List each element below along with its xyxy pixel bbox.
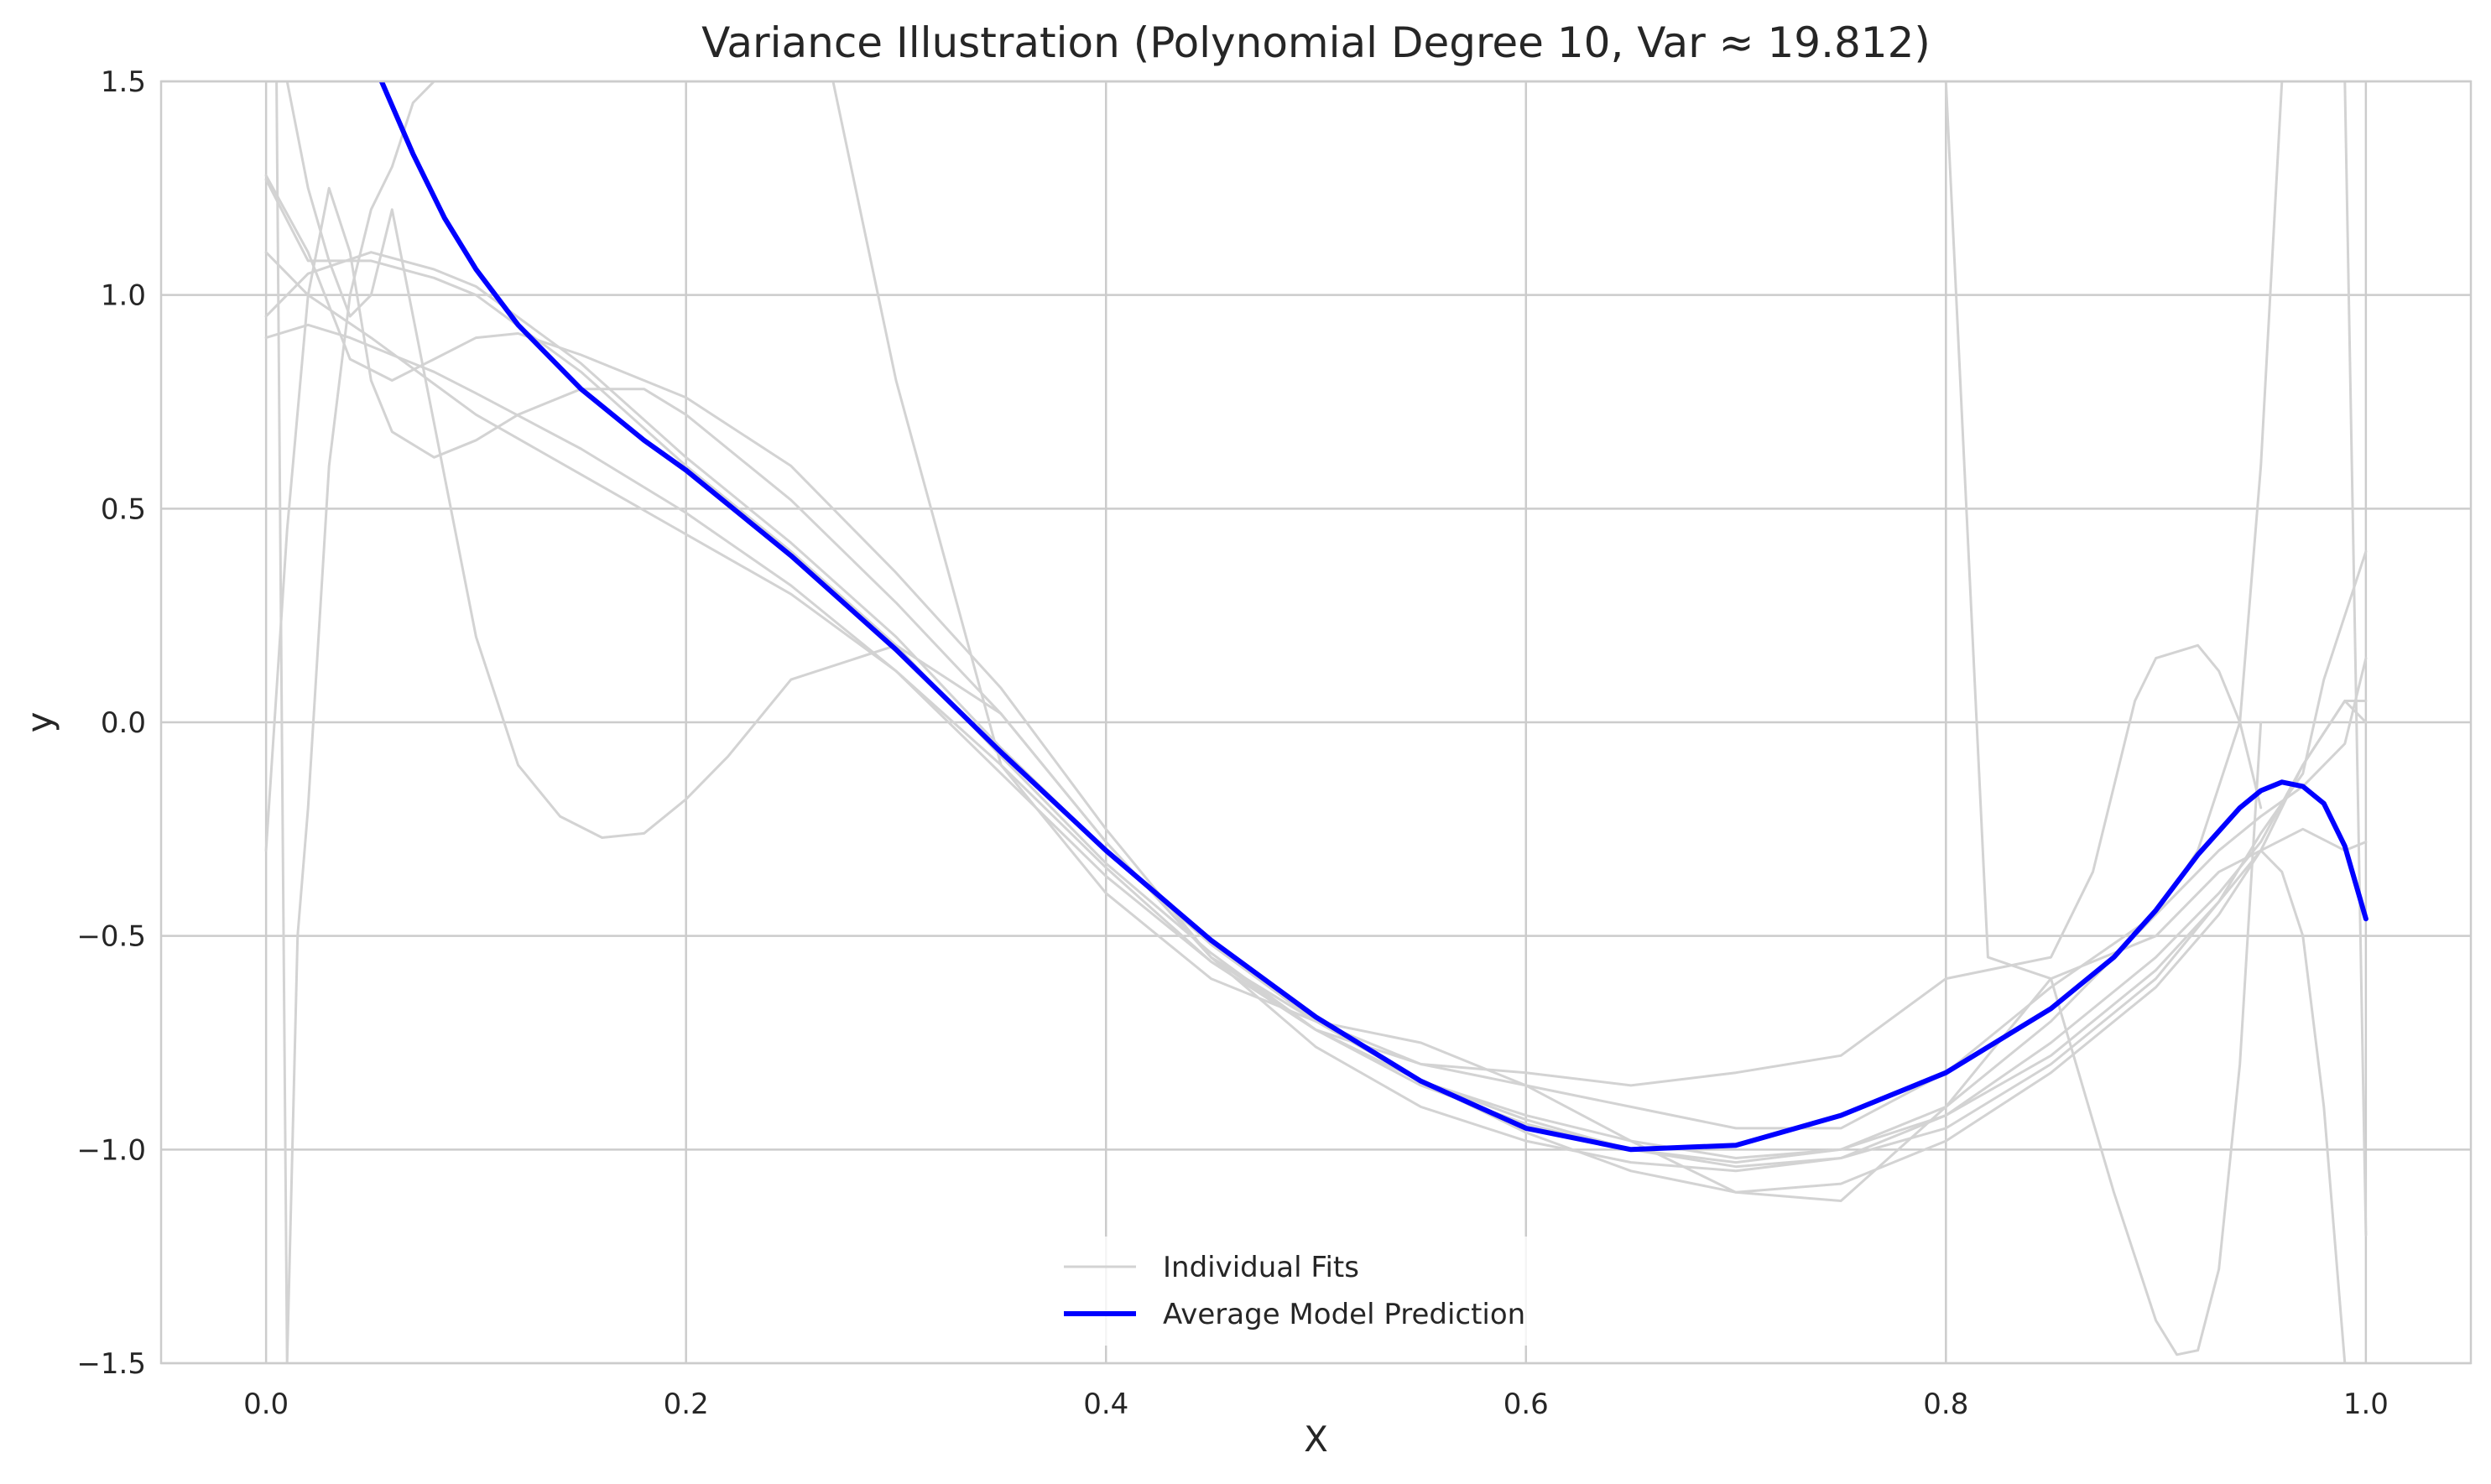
individual-fit-line-8 xyxy=(264,251,2368,1169)
individual-fit-line-0 xyxy=(264,178,2368,1164)
x-axis-label: X xyxy=(1304,1419,1328,1460)
grid xyxy=(161,80,2471,1365)
y-tick-label: 0.0 xyxy=(101,706,146,740)
individual-fit-line-5 xyxy=(264,81,2263,1087)
x-tick-label: 0.0 xyxy=(243,1388,289,1421)
average-prediction-line xyxy=(378,81,2369,1153)
legend: Individual Fits Average Model Prediction xyxy=(1050,1237,1587,1346)
chart-title: Variance Illustration (Polynomial Degree… xyxy=(701,18,1931,67)
individual-fit-line-9 xyxy=(264,81,2368,1237)
y-axis-label: y xyxy=(19,712,60,733)
x-tick-labels: 0.0 0.2 0.4 0.6 0.8 1.0 xyxy=(243,1388,2389,1421)
plot-frame xyxy=(159,80,2473,1365)
y-tick-label: −1.0 xyxy=(76,1133,146,1167)
x-tick-label: 0.6 xyxy=(1503,1388,1549,1421)
series-group xyxy=(264,81,2369,1363)
y-tick-label: 1.5 xyxy=(101,65,146,99)
x-tick-label: 0.4 xyxy=(1083,1388,1128,1421)
y-tick-labels: −1.5 −1.0 −0.5 0.0 0.5 1.0 1.5 xyxy=(76,65,146,1381)
y-tick-label: −0.5 xyxy=(76,920,146,954)
individual-fit-line-7 xyxy=(264,81,2368,1363)
x-tick-label: 1.0 xyxy=(2343,1388,2389,1421)
x-tick-label: 0.2 xyxy=(664,1388,709,1421)
y-tick-label: 1.0 xyxy=(101,279,146,313)
individual-fit-line-6 xyxy=(264,81,2263,1363)
y-tick-label: 0.5 xyxy=(101,492,146,526)
legend-label-average-model-prediction: Average Model Prediction xyxy=(1163,1298,1525,1331)
y-tick-label: −1.5 xyxy=(76,1347,146,1381)
legend-label-individual-fits: Individual Fits xyxy=(1163,1251,1359,1284)
legend-background xyxy=(1050,1237,1587,1346)
individual-fit-line-4 xyxy=(264,81,2368,1130)
individual-fit-line-2 xyxy=(264,323,2368,1159)
x-tick-label: 0.8 xyxy=(1923,1388,1968,1421)
